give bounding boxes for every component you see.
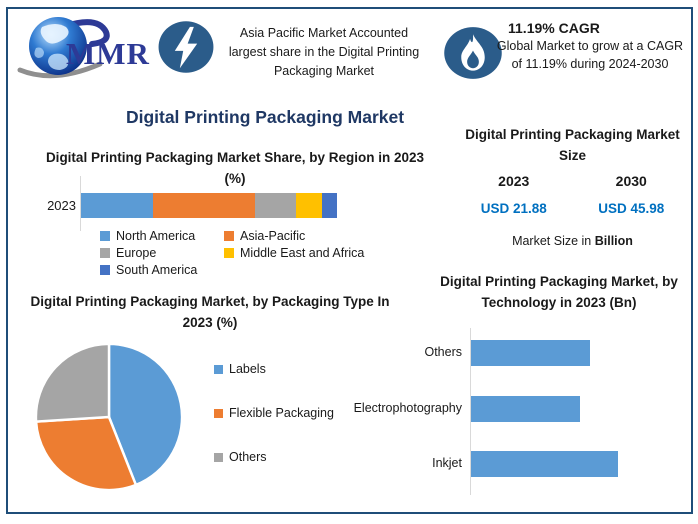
region-legend-item-europe: Europe	[100, 246, 220, 260]
region-bar-segment-europe	[255, 193, 297, 218]
tech-bar-electrophotography	[471, 396, 580, 422]
legend-swatch	[100, 248, 110, 258]
flame-icon	[443, 26, 503, 85]
legend-swatch	[100, 265, 110, 275]
region-bar-segment-north-america	[81, 193, 153, 218]
lightning-icon	[156, 19, 216, 80]
region-bar-segment-south-america	[321, 193, 337, 218]
tech-chart-title: Digital Printing Packaging Market, by Te…	[440, 274, 678, 310]
pie-legend: Labels Flexible Packaging Others	[214, 362, 334, 464]
pie-legend-item-flexible-packaging: Flexible Packaging	[214, 406, 334, 420]
legend-swatch	[214, 452, 223, 462]
market-size-value-2023: USD 21.88	[480, 201, 547, 216]
legend-swatch	[224, 248, 234, 258]
packaging-pie-chart	[30, 338, 188, 501]
legend-label: Middle East and Africa	[240, 246, 365, 260]
region-bar-segment-asia-pacific	[152, 193, 256, 218]
region-chart-axis-line	[80, 176, 81, 231]
market-size-note-unit: Billion	[594, 234, 633, 248]
region-bar-segment-middle-east-and-africa	[296, 193, 322, 218]
legend-label: Labels	[229, 362, 266, 376]
legend-swatch	[214, 408, 223, 418]
legend-label: North America	[116, 229, 196, 243]
region-legend: North America Asia-Pacific Europe Middle Ea…	[100, 229, 400, 277]
region-chart-title: Digital Printing Packaging Market Share,…	[45, 150, 425, 186]
pie-legend-item-labels: Labels	[214, 362, 334, 376]
tech-bar-others	[471, 340, 590, 366]
tech-chart-axis-line	[470, 328, 471, 495]
pie-slice-others	[34, 342, 111, 423]
legend-label: South America	[116, 263, 198, 277]
region-legend-item-asia-pacific: Asia-Pacific	[224, 229, 400, 243]
legend-label: Europe	[116, 246, 157, 260]
market-size-note-prefix: Market Size in	[512, 234, 595, 248]
tech-bar-inkjet	[471, 451, 618, 477]
legend-label: Flexible Packaging	[229, 406, 334, 420]
pie-legend-item-others: Others	[214, 450, 334, 464]
legend-swatch	[100, 231, 110, 241]
mmr-logo: MMR	[14, 10, 149, 84]
region-legend-item-south-america: South America	[100, 263, 220, 277]
market-size-values: USD 21.88 USD 45.98	[455, 201, 690, 216]
region-chart-category-label: 2023	[47, 198, 76, 213]
legend-swatch	[224, 231, 234, 241]
pie-chart-title: Digital Printing Packaging Market, by Pa…	[30, 294, 390, 330]
globe-icon	[17, 17, 110, 79]
cagr-body: Global Market to grow at a CAGR of 11.19…	[496, 39, 684, 71]
market-size-title: Digital Printing Packaging Market Size	[465, 127, 680, 163]
market-size-note: Market Size in Billion	[455, 234, 690, 248]
pie-slice-labels	[107, 342, 184, 487]
legend-label: Others	[229, 450, 267, 464]
logo-text: MMR	[66, 36, 150, 71]
market-size-year-2030: 2030	[615, 173, 647, 189]
legend-swatch	[214, 364, 223, 374]
cagr-title: 11.19% CAGR	[508, 20, 600, 36]
market-size-value-2030: USD 45.98	[598, 201, 665, 216]
region-legend-item-north-america: North America	[100, 229, 220, 243]
region-stacked-bar	[81, 193, 337, 218]
market-size-years: 2023 2030	[455, 173, 690, 189]
pie-slice-flexible-packaging	[34, 415, 138, 492]
legend-label: Asia-Pacific	[240, 229, 306, 243]
region-legend-item-middle-east-and-africa: Middle East and Africa	[224, 246, 400, 260]
page-title: Digital Printing Packaging Market	[125, 107, 405, 127]
tech-category-label-inkjet: Inkjet	[432, 456, 462, 470]
header-highlight-text: Asia Pacific Market Accounted largest sh…	[228, 26, 420, 78]
tech-category-label-electrophotography: Electrophotography	[353, 401, 462, 415]
tech-category-label-others: Others	[424, 345, 462, 359]
market-size-year-2023: 2023	[498, 173, 530, 189]
